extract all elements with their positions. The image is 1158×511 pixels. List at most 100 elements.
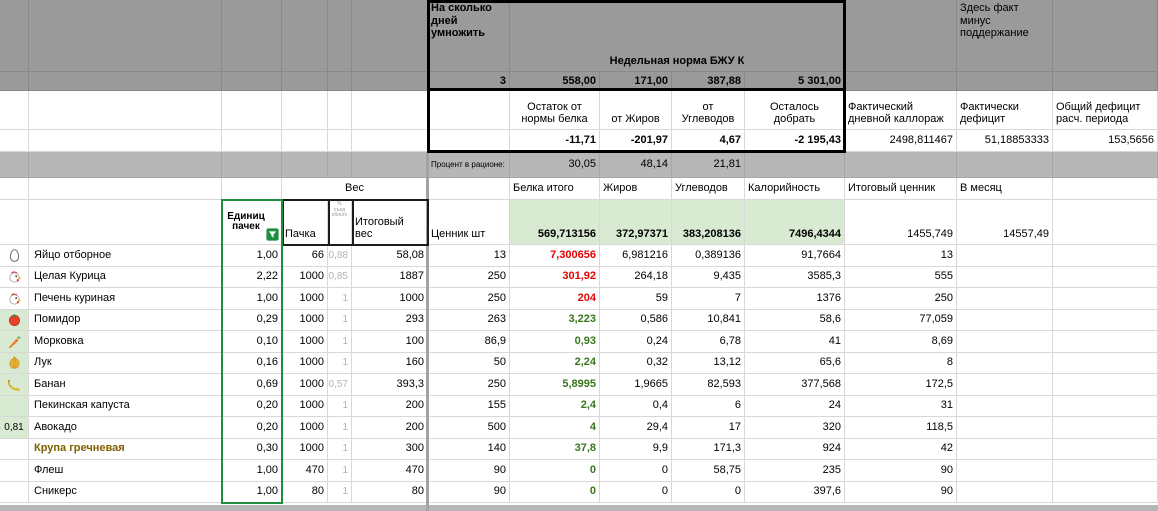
- totals-kcal[interactable]: 7496,4344: [745, 200, 845, 245]
- food-icon-cell[interactable]: [0, 460, 29, 482]
- cell-empty[interactable]: [1053, 395, 1158, 417]
- protein-value[interactable]: 4: [510, 417, 600, 439]
- cell-empty[interactable]: [957, 72, 1053, 91]
- units-value[interactable]: 1,00: [222, 460, 282, 482]
- carbs-col-header[interactable]: Углеводов: [672, 178, 745, 200]
- total-weight-col-header[interactable]: Итоговый вес: [352, 200, 428, 245]
- fats-value[interactable]: 59: [600, 288, 672, 310]
- remainder-fats-header[interactable]: от Жиров: [600, 91, 672, 130]
- remainder-left-value[interactable]: -2 195,43: [745, 130, 845, 152]
- units-value[interactable]: 0,69: [222, 374, 282, 396]
- kcal-col-header[interactable]: Калорийность: [745, 178, 845, 200]
- carbs-value[interactable]: 10,841: [672, 309, 745, 331]
- cell-empty[interactable]: [29, 178, 222, 200]
- cell-empty[interactable]: [1053, 288, 1158, 310]
- food-name[interactable]: Крупа гречневая: [29, 438, 222, 460]
- price-unit-value[interactable]: 90: [428, 460, 510, 482]
- kcal-value[interactable]: 924: [745, 438, 845, 460]
- cell-empty[interactable]: [957, 481, 1053, 503]
- food-name[interactable]: Яйцо отборное: [29, 245, 222, 267]
- total-weight-value[interactable]: 200: [352, 395, 428, 417]
- edible-col-header[interactable]: % съед обного: [328, 200, 352, 245]
- cell-empty[interactable]: [352, 91, 428, 130]
- carbs-value[interactable]: 0: [672, 481, 745, 503]
- food-name[interactable]: Флеш: [29, 460, 222, 482]
- units-value[interactable]: 1,00: [222, 288, 282, 310]
- cell-empty[interactable]: [957, 331, 1053, 353]
- cell-empty[interactable]: [1053, 481, 1158, 503]
- remainder-protein-value[interactable]: -11,71: [510, 130, 600, 152]
- chicken-icon[interactable]: [0, 266, 29, 288]
- cell-empty[interactable]: [222, 178, 282, 200]
- edible-value[interactable]: 1: [328, 460, 352, 482]
- cell-empty[interactable]: [0, 200, 29, 245]
- total-price-value[interactable]: 31: [845, 395, 957, 417]
- pack-value[interactable]: 1000: [282, 288, 328, 310]
- edible-value[interactable]: 1: [328, 395, 352, 417]
- carbs-value[interactable]: 171,3: [672, 438, 745, 460]
- cell-empty[interactable]: [282, 0, 328, 72]
- units-value[interactable]: 1,00: [222, 481, 282, 503]
- total-weight-value[interactable]: 1887: [352, 266, 428, 288]
- total-price-value[interactable]: 8,69: [845, 331, 957, 353]
- kcal-value[interactable]: 41: [745, 331, 845, 353]
- fats-value[interactable]: 0: [600, 481, 672, 503]
- price-unit-value[interactable]: 86,9: [428, 331, 510, 353]
- total-weight-value[interactable]: 300: [352, 438, 428, 460]
- remainder-protein-header[interactable]: Остаток от нормы белка: [510, 91, 600, 130]
- cell-empty[interactable]: [352, 152, 428, 178]
- protein-value[interactable]: 7,300656: [510, 245, 600, 267]
- cell-empty[interactable]: [957, 460, 1053, 482]
- units-value[interactable]: 0,30: [222, 438, 282, 460]
- total-weight-value[interactable]: 470: [352, 460, 428, 482]
- cell-empty[interactable]: [957, 245, 1053, 267]
- total-weight-value[interactable]: 100: [352, 331, 428, 353]
- protein-value[interactable]: 2,24: [510, 352, 600, 374]
- cell-empty[interactable]: [222, 91, 282, 130]
- protein-value[interactable]: 37,8: [510, 438, 600, 460]
- price-unit-value[interactable]: 250: [428, 266, 510, 288]
- pack-col-header[interactable]: Пачка: [282, 200, 328, 245]
- cell-empty[interactable]: [845, 0, 957, 72]
- cell-empty[interactable]: [222, 130, 282, 152]
- cell-empty[interactable]: [957, 266, 1053, 288]
- fact-kcal-value[interactable]: 2498,811467: [845, 130, 957, 152]
- protein-value[interactable]: 204: [510, 288, 600, 310]
- carrot-icon[interactable]: [0, 331, 29, 353]
- chicken-icon[interactable]: [0, 288, 29, 310]
- total-price-value[interactable]: 13: [845, 245, 957, 267]
- remainder-fats-value[interactable]: -201,97: [600, 130, 672, 152]
- cell-empty[interactable]: [1053, 178, 1158, 200]
- cell-empty[interactable]: [957, 438, 1053, 460]
- price-unit-value[interactable]: 500: [428, 417, 510, 439]
- cell-empty[interactable]: [0, 130, 29, 152]
- total-weight-value[interactable]: 1000: [352, 288, 428, 310]
- total-price-value[interactable]: 555: [845, 266, 957, 288]
- kcal-value[interactable]: 377,568: [745, 374, 845, 396]
- cell-empty[interactable]: [29, 200, 222, 245]
- cell-empty[interactable]: [282, 72, 328, 91]
- cell-empty[interactable]: [745, 152, 845, 178]
- total-weight-value[interactable]: 200: [352, 417, 428, 439]
- cell-empty[interactable]: [1053, 438, 1158, 460]
- edible-value[interactable]: 1: [328, 331, 352, 353]
- fats-value[interactable]: 29,4: [600, 417, 672, 439]
- fats-col-header[interactable]: Жиров: [600, 178, 672, 200]
- pack-value[interactable]: 1000: [282, 374, 328, 396]
- cell-empty[interactable]: [282, 152, 328, 178]
- filter-icon[interactable]: [266, 228, 279, 241]
- price-unit-value[interactable]: 155: [428, 395, 510, 417]
- fact-kcal-header[interactable]: Фактический дневной каллораж: [845, 91, 957, 130]
- cell-empty[interactable]: [222, 72, 282, 91]
- cell-empty[interactable]: [29, 91, 222, 130]
- protein-value[interactable]: 5,8995: [510, 374, 600, 396]
- fats-value[interactable]: 0,4: [600, 395, 672, 417]
- fats-value[interactable]: 0,32: [600, 352, 672, 374]
- food-name[interactable]: Лук: [29, 352, 222, 374]
- cell-empty[interactable]: [1053, 200, 1158, 245]
- units-col-header[interactable]: Единиц пачек: [222, 200, 282, 245]
- fact-deficit-value[interactable]: 51,18853333: [957, 130, 1053, 152]
- edible-value[interactable]: 1: [328, 288, 352, 310]
- total-weight-value[interactable]: 160: [352, 352, 428, 374]
- cell-empty[interactable]: [845, 72, 957, 91]
